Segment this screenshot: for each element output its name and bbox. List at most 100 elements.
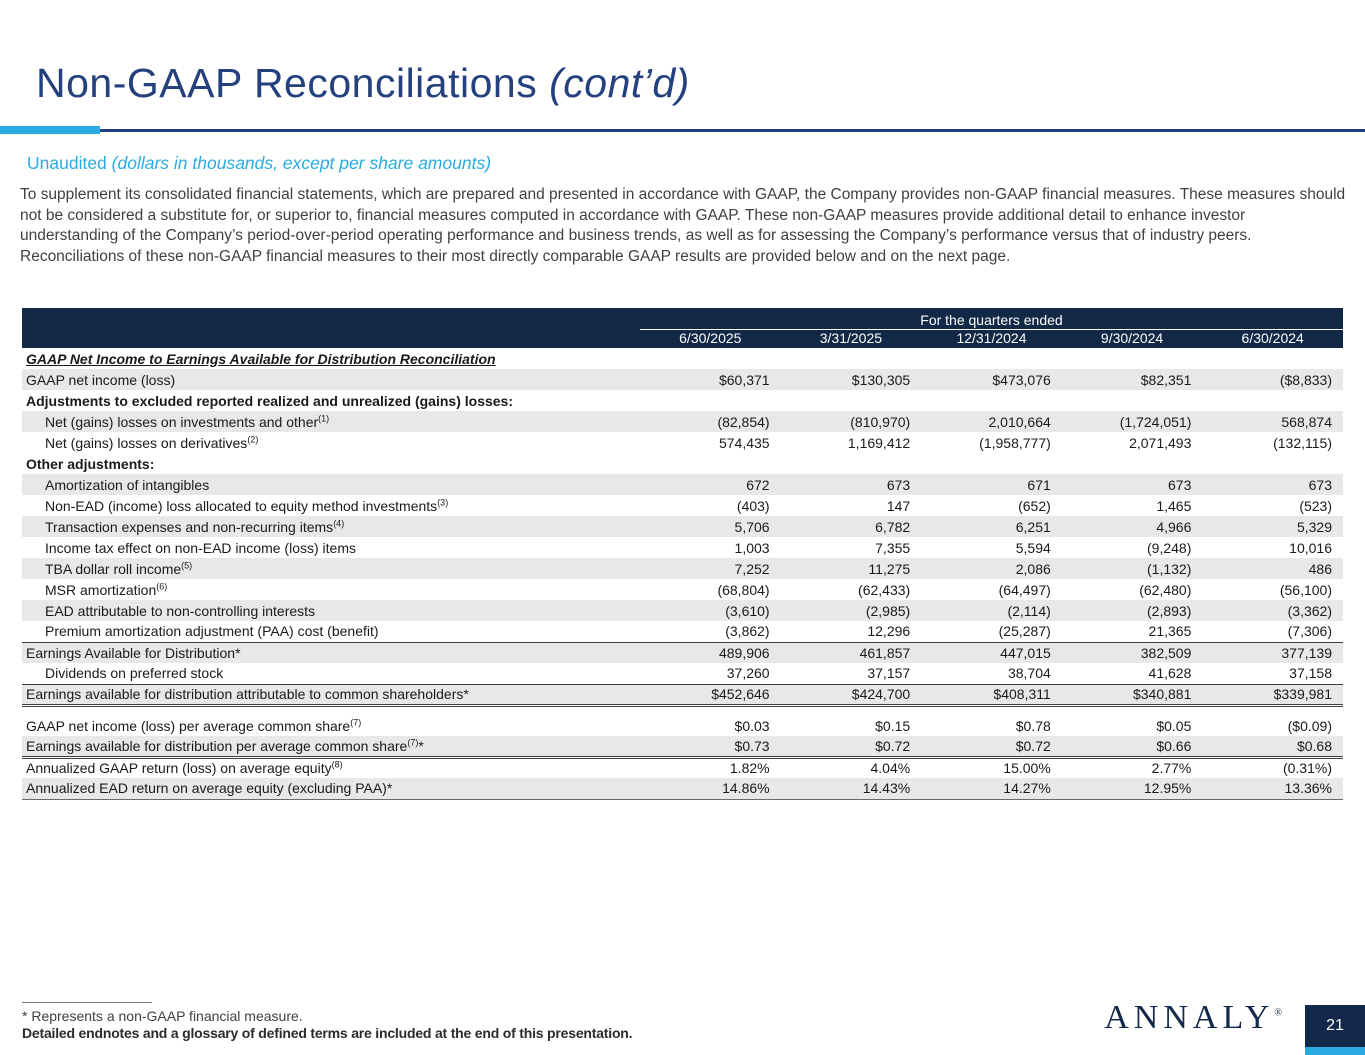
cell-value: (3,862) bbox=[640, 621, 781, 643]
table-row: Dividends on preferred stock 37,260 37,157… bbox=[22, 663, 1343, 685]
cell-value: (25,287) bbox=[921, 621, 1062, 643]
cell-value: 6,782 bbox=[780, 516, 922, 537]
column-header-date: 6/30/2024 bbox=[1202, 329, 1343, 348]
table-row: Earnings Available for Distribution* 489,… bbox=[22, 642, 1343, 663]
cell-value: 673 bbox=[1202, 474, 1343, 495]
column-header-date: 3/31/2025 bbox=[780, 329, 922, 348]
cell-value: 447,015 bbox=[921, 642, 1062, 663]
cell-value: (1,958,777) bbox=[979, 434, 1051, 451]
cell-value: 1,465 bbox=[1156, 497, 1192, 514]
column-header-date: 6/30/2025 bbox=[640, 329, 781, 348]
cell-value bbox=[1202, 348, 1343, 369]
cell-value: 5,329 bbox=[1202, 516, 1343, 537]
row-label: Earnings Available for Distribution* bbox=[22, 642, 640, 663]
cell-value bbox=[640, 453, 781, 474]
cell-value: $82,351 bbox=[1061, 369, 1203, 390]
row-label: Income tax effect on non-EAD income (los… bbox=[45, 539, 356, 556]
cell-value: (64,497) bbox=[998, 581, 1051, 598]
cell-value: 461,857 bbox=[780, 642, 922, 663]
table-row: Transaction expenses and non-recurring i… bbox=[22, 516, 1343, 537]
footnote-endnotes: Detailed endnotes and a glossary of defi… bbox=[22, 1025, 633, 1041]
cell-value: $0.15 bbox=[875, 717, 911, 734]
table-row: Premium amortization adjustment (PAA) co… bbox=[22, 621, 1343, 643]
cell-value: $0.72 bbox=[780, 736, 922, 759]
cell-value: 673 bbox=[1061, 474, 1203, 495]
cell-value: 568,874 bbox=[1202, 411, 1343, 432]
table-spacer-row bbox=[22, 705, 1343, 715]
cell-value: (2,985) bbox=[780, 600, 922, 621]
row-label: Adjustments to excluded reported realize… bbox=[26, 392, 513, 409]
row-label: EAD attributable to non-controlling inte… bbox=[22, 600, 640, 621]
column-header-date: 12/31/2024 bbox=[921, 329, 1062, 348]
cell-value: 12.95% bbox=[1061, 778, 1203, 800]
footnote-non-gaap: * Represents a non-GAAP financial measur… bbox=[22, 1008, 303, 1024]
row-label: Net (gains) losses on derivatives(2) bbox=[45, 433, 259, 451]
cell-value: 10,016 bbox=[1289, 539, 1332, 556]
row-label: Transaction expenses and non-recurring i… bbox=[22, 516, 640, 537]
cell-value: 382,509 bbox=[1061, 642, 1203, 663]
row-label: Non-EAD (income) loss allocated to equit… bbox=[45, 496, 449, 514]
table-row: Earnings available for distribution per … bbox=[22, 736, 1343, 759]
table-row: MSR amortization(6) (68,804) (62,433) (64,4… bbox=[22, 579, 1343, 600]
cell-value bbox=[1062, 390, 1203, 411]
header-label-spacer bbox=[22, 308, 640, 329]
registered-mark-icon: ® bbox=[1274, 1007, 1282, 1019]
cell-value: (1,724,051) bbox=[1061, 411, 1203, 432]
cell-value: $60,371 bbox=[640, 369, 781, 390]
cell-value: $0.73 bbox=[640, 736, 781, 759]
table-header-group-row: For the quarters ended bbox=[22, 308, 1343, 330]
cell-value: (3,362) bbox=[1202, 600, 1343, 621]
cell-value: $452,646 bbox=[640, 684, 781, 707]
cell-value: 671 bbox=[921, 474, 1062, 495]
cell-value: (56,100) bbox=[1279, 581, 1332, 598]
cell-value bbox=[640, 348, 781, 369]
cell-value bbox=[1062, 453, 1203, 474]
cell-value: 2,086 bbox=[921, 558, 1062, 579]
table-row: EAD attributable to non-controlling inte… bbox=[22, 600, 1343, 621]
footnote-divider bbox=[22, 1002, 152, 1003]
cell-value: 672 bbox=[640, 474, 781, 495]
table-row: GAAP net income (loss) per average commo… bbox=[22, 715, 1343, 736]
cell-value: 574,435 bbox=[718, 434, 770, 451]
row-label: Earnings available for distribution per … bbox=[22, 736, 640, 759]
annaly-logo: ANNALY® bbox=[1104, 999, 1282, 1037]
cell-value: 2,010,664 bbox=[921, 411, 1062, 432]
cell-value: 37,260 bbox=[640, 663, 781, 685]
cell-value: 14.43% bbox=[780, 778, 922, 800]
cell-value: 673 bbox=[780, 474, 922, 495]
cell-value: ($0.09) bbox=[1287, 717, 1332, 734]
table-row: GAAP net income (loss) $60,371 $130,305 $47… bbox=[22, 369, 1343, 390]
cell-value: (2,893) bbox=[1061, 600, 1203, 621]
cell-value: 2,071,493 bbox=[1129, 434, 1192, 451]
table-row: Earnings available for distribution attr… bbox=[22, 684, 1343, 707]
page-number-box: 21 bbox=[1305, 1005, 1365, 1055]
subtitle-italic: (dollars in thousands, except per share … bbox=[111, 153, 492, 173]
cell-value: (652) bbox=[1018, 497, 1051, 514]
intro-paragraph: To supplement its consolidated financial… bbox=[20, 186, 1346, 265]
table-row: Adjustments to excluded reported realize… bbox=[22, 390, 1343, 411]
cell-value: (9,248) bbox=[1147, 539, 1192, 556]
logo-text: ANNALY bbox=[1104, 999, 1275, 1036]
header-group-title: For the quarters ended bbox=[640, 308, 1343, 330]
subtitle: Unaudited (dollars in thousands, except … bbox=[27, 153, 491, 174]
cell-value: (2,114) bbox=[921, 600, 1062, 621]
row-label: Dividends on preferred stock bbox=[22, 663, 640, 685]
cell-value: $473,076 bbox=[921, 369, 1062, 390]
cell-value: (62,480) bbox=[1139, 581, 1192, 598]
cell-value: $0.72 bbox=[921, 736, 1062, 759]
cell-value bbox=[921, 453, 1062, 474]
title-divider bbox=[0, 126, 1365, 134]
column-header-date: 9/30/2024 bbox=[1061, 329, 1203, 348]
cell-value: (0.31%) bbox=[1282, 760, 1332, 777]
cell-value bbox=[640, 390, 781, 411]
cell-value: 11,275 bbox=[780, 558, 922, 579]
row-label: Other adjustments: bbox=[26, 455, 155, 472]
cell-value: 5,706 bbox=[640, 516, 781, 537]
cell-value: (68,804) bbox=[717, 581, 770, 598]
header-label-spacer bbox=[22, 329, 640, 348]
cell-value: $0.03 bbox=[734, 717, 770, 734]
table-row: Amortization of intangibles 672 673 671 673 6… bbox=[22, 474, 1343, 495]
table-row: TBA dollar roll income(5) 7,252 11,275 2,08… bbox=[22, 558, 1343, 579]
row-label: GAAP Net Income to Earnings Available fo… bbox=[26, 350, 496, 367]
cell-value: 12,296 bbox=[780, 621, 922, 643]
